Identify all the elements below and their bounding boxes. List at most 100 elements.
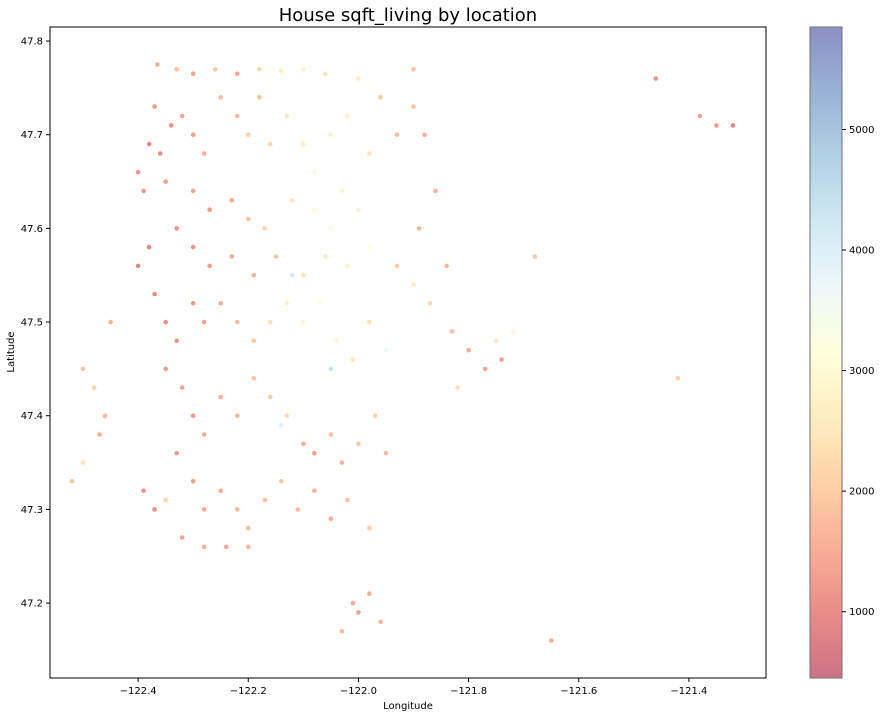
- data-point: [301, 66, 306, 72]
- data-point: [152, 291, 157, 297]
- data-point: [218, 394, 223, 400]
- colorbar-ticks: 1000 2000 3000 4000 5000: [842, 125, 874, 618]
- data-point: [378, 95, 383, 100]
- data-point: [422, 132, 427, 137]
- data-point: [235, 113, 240, 119]
- data-point: [257, 66, 262, 72]
- data-point: [179, 113, 185, 119]
- data-point: [279, 422, 284, 428]
- data-point: [190, 188, 196, 194]
- data-point: [350, 357, 356, 362]
- data-point: [312, 207, 317, 212]
- y-axis-ticks: 47.2 47.3 47.4 47.5 47.6 47.7 47.8: [21, 37, 50, 610]
- data-point: [345, 263, 350, 269]
- data-point: [499, 357, 504, 362]
- data-point: [69, 479, 75, 484]
- y-tick-label: 47.8: [21, 37, 43, 48]
- data-point: [323, 71, 328, 77]
- data-point: [284, 413, 290, 419]
- x-tick-label: −121.8: [450, 686, 487, 697]
- data-point: [301, 272, 306, 278]
- data-point: [339, 188, 345, 194]
- data-point: [246, 525, 251, 531]
- data-point: [367, 244, 372, 250]
- x-axis-label: Longitude: [383, 701, 433, 712]
- data-point: [328, 366, 334, 372]
- data-point: [356, 207, 361, 212]
- data-point: [284, 301, 290, 306]
- data-point: [102, 413, 108, 419]
- y-tick-label: 47.4: [21, 411, 43, 422]
- data-point: [91, 385, 97, 390]
- data-point: [235, 71, 240, 77]
- data-point: [295, 507, 301, 512]
- data-point: [246, 544, 251, 550]
- data-point: [268, 319, 273, 325]
- data-point: [201, 432, 207, 437]
- data-point: [157, 151, 163, 156]
- data-point: [466, 347, 471, 353]
- y-tick-label: 47.3: [21, 505, 43, 516]
- data-point: [246, 132, 251, 137]
- data-point: [290, 198, 295, 203]
- data-point: [290, 272, 295, 278]
- data-point: [174, 338, 179, 344]
- data-point: [323, 254, 328, 259]
- data-point: [367, 151, 372, 156]
- data-point: [141, 488, 146, 494]
- data-point: [449, 329, 455, 334]
- data-point: [301, 319, 306, 325]
- data-point: [493, 338, 499, 344]
- data-point: [190, 301, 196, 306]
- data-point: [268, 141, 273, 147]
- data-point: [235, 413, 240, 419]
- data-point: [218, 488, 223, 494]
- data-point: [97, 432, 102, 437]
- data-point: [174, 450, 179, 456]
- data-point: [339, 460, 345, 465]
- data-point: [251, 272, 257, 278]
- data-point: [190, 132, 196, 137]
- data-point: [141, 188, 146, 194]
- data-point: [201, 151, 207, 156]
- data-point: [246, 216, 251, 222]
- x-tick-label: −122.4: [120, 686, 157, 697]
- data-point: [345, 497, 350, 503]
- data-point: [201, 319, 207, 325]
- data-point: [163, 497, 168, 503]
- data-point: [510, 329, 515, 334]
- data-point: [273, 254, 279, 259]
- data-point: [190, 244, 196, 250]
- colorbar-tick-label: 4000: [849, 246, 874, 257]
- data-point: [80, 460, 86, 465]
- data-point: [163, 179, 168, 184]
- data-point: [312, 488, 317, 494]
- plot-frame: [49, 26, 767, 679]
- data-point: [279, 68, 284, 74]
- data-point: [367, 525, 372, 531]
- data-point: [328, 516, 334, 522]
- data-point: [135, 263, 141, 269]
- data-point: [444, 263, 449, 269]
- data-point: [697, 113, 703, 119]
- data-point: [328, 132, 334, 137]
- data-point: [201, 507, 207, 512]
- data-point: [372, 413, 378, 419]
- data-point: [714, 123, 719, 128]
- data-point: [356, 441, 361, 447]
- data-point: [730, 123, 736, 128]
- data-point: [356, 76, 361, 81]
- colorbar-tick-label: 2000: [849, 487, 874, 498]
- data-point: [383, 450, 389, 456]
- data-point: [146, 141, 152, 147]
- data-point: [168, 123, 174, 128]
- data-point: [383, 347, 389, 353]
- data-point: [223, 544, 229, 550]
- data-point: [301, 141, 306, 147]
- data-point: [312, 450, 317, 456]
- data-point: [190, 479, 196, 484]
- data-point: [262, 497, 268, 503]
- data-point: [411, 66, 416, 72]
- data-point: [207, 207, 212, 212]
- y-tick-label: 47.5: [21, 318, 43, 329]
